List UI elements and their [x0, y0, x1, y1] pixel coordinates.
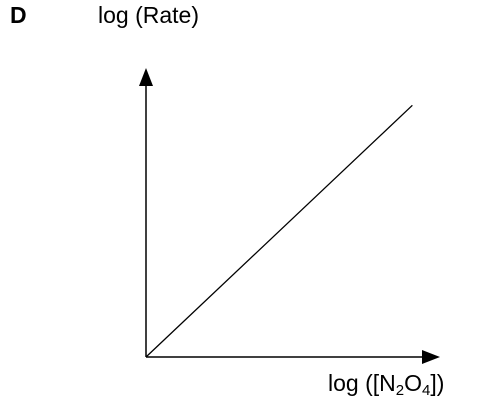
y-axis-arrowhead: [139, 68, 153, 86]
plot-area: [145, 104, 413, 358]
x-label-part-3: O: [404, 370, 422, 396]
x-axis-label: log ([N2O4]): [328, 370, 445, 399]
x-label-part-5: ]): [430, 370, 445, 396]
series-line-1: [145, 104, 413, 358]
x-label-subscript-4: 4: [421, 382, 431, 399]
x-axis-arrowhead: [422, 350, 440, 364]
x-label-subscript-2: 2: [395, 382, 405, 399]
y-axis-label: log (Rate): [98, 2, 199, 28]
option-letter: D: [10, 2, 27, 28]
x-label-part-1: log ([N: [328, 370, 396, 396]
